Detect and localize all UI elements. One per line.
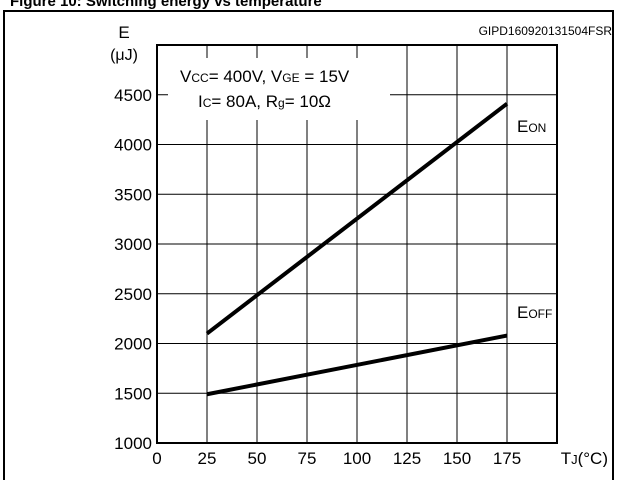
figure-code: GIPD160920131504FSR	[479, 24, 613, 38]
y-tick-label: 1500	[114, 384, 152, 403]
chart-frame	[3, 10, 614, 480]
grid	[157, 45, 557, 443]
plot-border	[156, 44, 558, 444]
y-tick-label: 4000	[114, 136, 152, 155]
x-tick-label: 25	[198, 449, 217, 467]
x-axis-label: TJ(°C)	[561, 449, 608, 467]
y-tick-label: 2500	[114, 285, 152, 304]
conditions-line-1: VCC= 400V, VGE = 15V	[180, 67, 350, 86]
x-tick-label: 125	[393, 449, 421, 467]
figure-title: Figure 10: Switching energy vs temperatu…	[10, 0, 322, 10]
series-line-eoff	[206, 333, 508, 397]
chart: Figure 10: Switching energy vs temperatu…	[10, 0, 613, 467]
x-tick-label: 0	[152, 449, 161, 467]
x-tick-label: 100	[343, 449, 371, 467]
y-tick-label: 4500	[114, 86, 152, 105]
y-tick-label: 3000	[114, 235, 152, 254]
series-label-eoff: EOFF	[517, 303, 552, 322]
x-tick-label: 150	[443, 449, 471, 467]
conditions-line-2: IC= 80A, Rg= 10Ω	[198, 92, 331, 111]
x-tick-label: 75	[298, 449, 317, 467]
y-axis-unit: (μJ)	[110, 47, 138, 64]
series-lines	[205, 102, 509, 397]
y-axis-label: E	[118, 23, 129, 42]
y-tick-label: 2000	[114, 335, 152, 354]
x-tick-label: 50	[248, 449, 267, 467]
axes	[156, 44, 558, 444]
y-tick-label: 3500	[114, 185, 152, 204]
series-line-eon	[205, 102, 509, 336]
y-tick-labels: 1000 1500 2000 2500 3000 3500 4000 4500	[114, 86, 152, 453]
conditions-box	[168, 58, 390, 120]
x-tick-labels: 0 25 50 75 100 125 150 175	[152, 449, 521, 467]
series-label-eon: EON	[517, 117, 546, 136]
x-tick-label: 175	[493, 449, 521, 467]
y-tick-label: 1000	[114, 434, 152, 453]
